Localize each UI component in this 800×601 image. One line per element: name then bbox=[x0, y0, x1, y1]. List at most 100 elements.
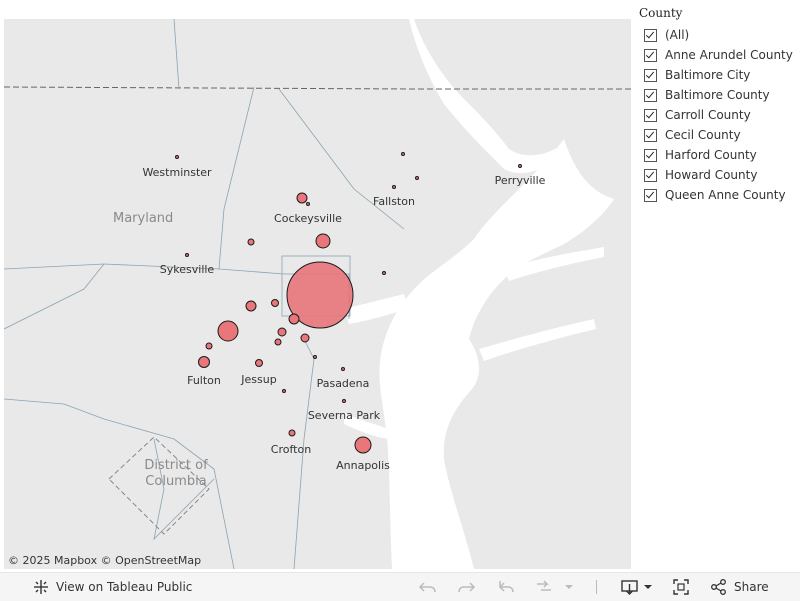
refresh-button[interactable] bbox=[534, 573, 554, 601]
legend-item-label: Howard County bbox=[665, 168, 758, 182]
region-label-dc: District of Columbia bbox=[144, 458, 208, 489]
city-label-crofton: Crofton bbox=[271, 443, 311, 456]
bay-water bbox=[379, 139, 614, 569]
state-border bbox=[4, 86, 631, 90]
map-marker[interactable] bbox=[315, 233, 331, 249]
map-marker[interactable] bbox=[354, 436, 372, 454]
checkbox[interactable] bbox=[644, 48, 657, 62]
checkbox[interactable] bbox=[644, 188, 657, 202]
undo-button[interactable] bbox=[418, 573, 438, 601]
map-marker[interactable] bbox=[296, 192, 308, 204]
map-marker[interactable] bbox=[274, 338, 282, 346]
legend-item-label: Carroll County bbox=[665, 108, 751, 122]
map-view[interactable]: Maryland District of Columbia Westminster… bbox=[4, 19, 631, 569]
map-marker[interactable] bbox=[175, 155, 179, 159]
checkbox[interactable] bbox=[644, 128, 657, 142]
city-label-severna-park: Severna Park bbox=[308, 409, 381, 422]
revert-button[interactable] bbox=[496, 573, 516, 601]
legend-item-label: Baltimore City bbox=[665, 68, 751, 82]
checkbox[interactable] bbox=[644, 148, 657, 162]
river-severn bbox=[344, 414, 389, 439]
checkbox[interactable] bbox=[644, 168, 657, 182]
legend-item-label: Harford County bbox=[665, 148, 757, 162]
map-marker[interactable] bbox=[341, 367, 345, 371]
revert-icon bbox=[496, 578, 516, 596]
map-marker[interactable] bbox=[300, 333, 310, 343]
city-label-sykesville: Sykesville bbox=[160, 263, 215, 276]
river-eastern bbox=[479, 319, 596, 361]
map-marker[interactable] bbox=[245, 300, 257, 312]
map-marker[interactable] bbox=[415, 176, 419, 180]
map-marker[interactable] bbox=[401, 152, 405, 156]
download-button[interactable] bbox=[620, 573, 653, 601]
map-marker[interactable] bbox=[247, 238, 255, 246]
city-label-pasadena: Pasadena bbox=[317, 377, 370, 390]
city-label-westminster: Westminster bbox=[142, 166, 212, 179]
city-label-annapolis: Annapolis bbox=[336, 459, 390, 472]
map-marker[interactable] bbox=[392, 185, 396, 189]
map-marker[interactable] bbox=[518, 164, 522, 168]
refresh-icon bbox=[534, 578, 554, 596]
map-marker[interactable] bbox=[205, 342, 213, 350]
toolbar-divider bbox=[596, 580, 597, 594]
map-canvas[interactable]: Maryland District of Columbia Westminster… bbox=[4, 19, 631, 569]
map-marker[interactable] bbox=[255, 359, 263, 367]
legend-item-label: Queen Anne County bbox=[665, 188, 786, 202]
legend-item-cecil[interactable]: Cecil County bbox=[639, 125, 799, 145]
share-label: Share bbox=[734, 580, 769, 594]
checkbox[interactable] bbox=[644, 68, 657, 82]
map-marker[interactable] bbox=[277, 327, 287, 337]
river-patapsco bbox=[344, 294, 409, 324]
map-marker[interactable] bbox=[306, 202, 310, 206]
checkbox[interactable] bbox=[644, 28, 657, 42]
legend-item-baltimore-county[interactable]: Baltimore County bbox=[639, 85, 799, 105]
share-icon bbox=[710, 578, 728, 596]
legend-item-anne-arundel[interactable]: Anne Arundel County bbox=[639, 45, 799, 65]
legend-item-label: Cecil County bbox=[665, 128, 741, 142]
legend-item-queen-anne[interactable]: Queen Anne County bbox=[639, 185, 799, 205]
legend-item-label: (All) bbox=[665, 28, 690, 42]
share-button[interactable]: Share bbox=[710, 573, 769, 601]
view-on-tableau-label: View on Tableau Public bbox=[56, 580, 193, 594]
checkbox[interactable] bbox=[644, 108, 657, 122]
map-marker[interactable] bbox=[288, 429, 296, 437]
city-label-jessup: Jessup bbox=[240, 373, 276, 386]
map-marker[interactable] bbox=[217, 320, 239, 342]
map-marker[interactable] bbox=[288, 313, 300, 325]
refresh-dropdown[interactable] bbox=[564, 573, 574, 601]
map-marker[interactable] bbox=[198, 356, 210, 368]
bottom-toolbar: View on Tableau Public Share bbox=[0, 572, 800, 601]
region-label-maryland: Maryland bbox=[113, 211, 173, 226]
redo-icon bbox=[456, 578, 476, 596]
legend-item-harford[interactable]: Harford County bbox=[639, 145, 799, 165]
county-legend: County (All) Anne Arundel County Baltimo… bbox=[639, 6, 799, 205]
legend-item-baltimore-city[interactable]: Baltimore City bbox=[639, 65, 799, 85]
map-attribution[interactable]: © 2025 Mapbox © OpenStreetMap bbox=[8, 554, 202, 567]
city-label-fulton: Fulton bbox=[187, 374, 221, 387]
map-marker[interactable] bbox=[282, 389, 286, 393]
legend-item-carroll[interactable]: Carroll County bbox=[639, 105, 799, 125]
map-marker[interactable] bbox=[185, 253, 189, 257]
legend-item-label: Anne Arundel County bbox=[665, 48, 793, 62]
bay-inlet-north bbox=[409, 19, 569, 174]
map-marker[interactable] bbox=[382, 271, 386, 275]
chevron-down-icon bbox=[643, 582, 653, 592]
fullscreen-button[interactable] bbox=[671, 573, 691, 601]
city-label-cockeysville: Cockeysville bbox=[274, 212, 342, 225]
map-marker[interactable] bbox=[271, 299, 279, 307]
map-marker[interactable] bbox=[313, 355, 317, 359]
legend-item-howard[interactable]: Howard County bbox=[639, 165, 799, 185]
legend-item-all[interactable]: (All) bbox=[639, 25, 799, 45]
dc-boundary bbox=[108, 436, 210, 535]
map-marker[interactable] bbox=[342, 399, 346, 403]
legend-title: County bbox=[639, 6, 683, 20]
fullscreen-icon bbox=[671, 578, 691, 596]
redo-button[interactable] bbox=[456, 573, 476, 601]
map-marker[interactable] bbox=[286, 261, 354, 329]
tableau-logo-icon bbox=[32, 578, 50, 596]
city-label-perryville: Perryville bbox=[495, 174, 546, 187]
map-markers[interactable] bbox=[175, 152, 522, 454]
checkbox[interactable] bbox=[644, 88, 657, 102]
view-on-tableau-button[interactable]: View on Tableau Public bbox=[32, 573, 192, 601]
city-label-fallston: Fallston bbox=[373, 195, 415, 208]
